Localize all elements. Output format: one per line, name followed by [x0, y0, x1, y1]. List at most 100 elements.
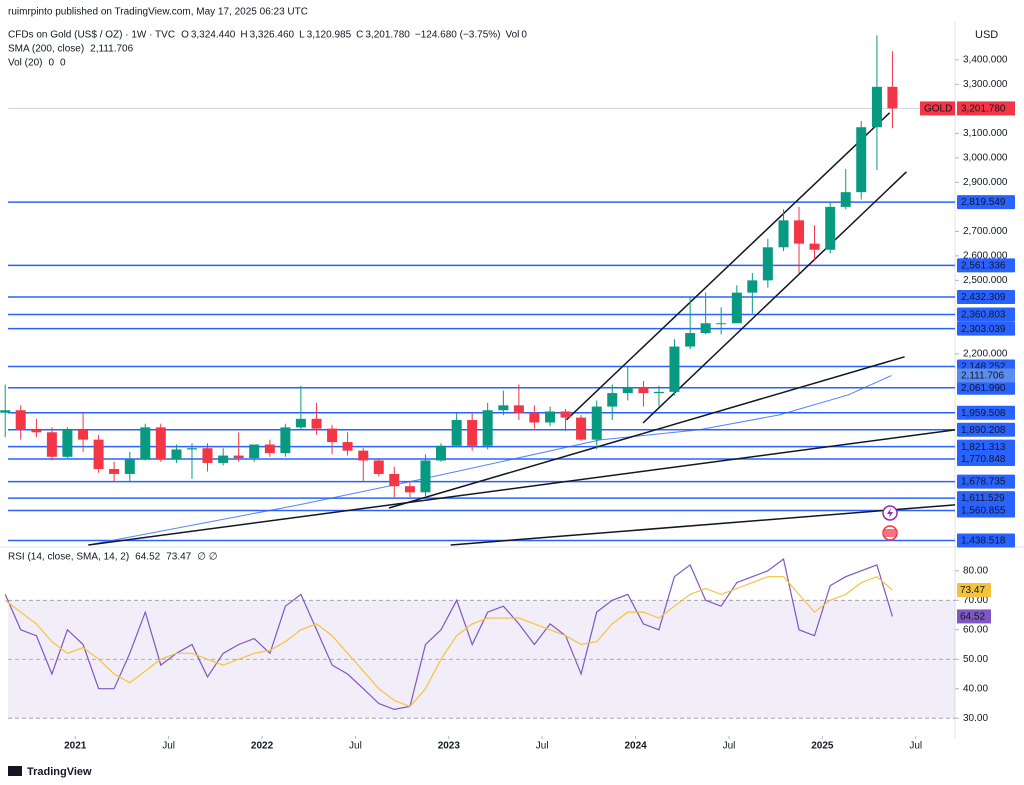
y-tick-label: 50.00	[963, 654, 988, 665]
y-tick-label: 2,600.000	[963, 251, 1008, 262]
level-label-box	[957, 439, 1015, 454]
x-tick-label: Jul	[723, 741, 736, 752]
ohlc-value: 3,326.460	[250, 30, 295, 41]
ohlc-label: L	[299, 30, 305, 41]
candle-body	[887, 86, 898, 109]
candle-body	[467, 420, 478, 446]
ohlc-label: H	[240, 30, 247, 41]
symbol: CFDs on Gold (US$ / OZ) · 1W · TVC	[8, 30, 175, 41]
vol-legend: Vol (20)	[8, 58, 42, 69]
level-label: 1,438.518	[961, 536, 1006, 547]
ohlc-label: C	[356, 30, 363, 41]
rsi-line	[4, 557, 893, 711]
level-label-box	[957, 452, 1015, 467]
last-price-label: 3,201.780	[961, 104, 1006, 115]
trend-line	[388, 356, 905, 509]
sma-line	[88, 375, 892, 546]
level-label: 1,560.855	[961, 506, 1006, 517]
candle-body	[825, 206, 836, 250]
y-tick-label: 60.00	[963, 624, 988, 635]
candle-body	[389, 473, 400, 487]
y-tick-label: 40.00	[963, 683, 988, 694]
vol-legend-value: 0	[48, 58, 54, 69]
candle-body	[716, 323, 727, 325]
event-icon-bolt	[887, 508, 893, 518]
trend-line	[642, 171, 907, 424]
candle-body	[435, 445, 446, 461]
candle-body	[529, 412, 540, 423]
level-label: 2,061.990	[961, 383, 1006, 394]
candle-body	[280, 427, 291, 454]
candle-body	[15, 410, 26, 430]
candle-body	[311, 418, 322, 429]
candle-body	[31, 429, 42, 433]
x-tick-label: Jul	[909, 741, 922, 752]
candle-body	[560, 411, 571, 418]
level-label-box	[957, 380, 1015, 395]
level-label: 1,611.529	[961, 493, 1005, 504]
candle-body	[653, 391, 664, 394]
sma-legend: SMA (200, close)	[8, 44, 84, 55]
candle-body	[576, 417, 587, 440]
level-label: 1,890.208	[961, 425, 1006, 436]
candle-body	[482, 410, 493, 446]
candle-body	[840, 192, 851, 207]
x-tick-label: 2023	[438, 741, 461, 752]
candle-body	[249, 444, 260, 459]
rsi-legend-value: 73.47	[166, 552, 191, 563]
x-tick-label: 2024	[624, 741, 647, 752]
level-label: 2,303.039	[961, 324, 1006, 335]
candle-body	[685, 333, 696, 347]
candle-body	[358, 450, 369, 461]
level-label-box	[957, 491, 1015, 506]
rsi-legend-value: 64.52	[135, 552, 160, 563]
candle-body	[856, 127, 867, 193]
candle-body	[794, 220, 805, 244]
level-label-box	[957, 533, 1015, 548]
level-label-box	[957, 503, 1015, 518]
candle-body	[762, 247, 773, 281]
candle-body	[420, 460, 431, 493]
ohlc-value: 3,201.780	[365, 30, 410, 41]
level-label: 1,770.848	[961, 454, 1006, 465]
level-label: 1,678.735	[961, 477, 1006, 488]
candle-body	[498, 405, 509, 411]
y-tick-label: 3,400.000	[963, 54, 1008, 65]
currency: USD	[975, 29, 998, 41]
level-label: 2,432.309	[961, 292, 1006, 303]
candle-body	[264, 444, 275, 454]
y-tick-label: 2,900.000	[963, 177, 1008, 188]
level-label-box	[957, 307, 1015, 322]
trend-line	[88, 429, 956, 546]
last-price-box	[957, 101, 1015, 116]
candle-body	[202, 448, 213, 463]
vol-legend-value: 0	[60, 58, 66, 69]
candle-body	[700, 323, 711, 334]
sma-legend-value: 2,111.706	[90, 44, 133, 55]
sma-label: 2,111.706	[961, 371, 1004, 382]
level-label: 2,561.336	[961, 260, 1006, 271]
rsi-value-label: 73.47	[960, 585, 985, 596]
sma-label-box	[957, 368, 1015, 383]
vol-value: 0	[521, 30, 527, 41]
level-label-box	[957, 405, 1015, 420]
trend-line	[450, 504, 956, 546]
candle-body	[638, 386, 649, 394]
candle-body	[186, 448, 197, 450]
last-price-name-box	[920, 101, 955, 116]
candle-body	[591, 406, 602, 440]
flag-fill	[884, 529, 896, 537]
candle-body	[871, 86, 882, 128]
rsi-value-box	[957, 609, 991, 624]
candle-body	[155, 427, 166, 460]
published: ruimrpinto published on TradingView.com,…	[8, 7, 308, 18]
price-pane: 3,400.000 3,300.000 3,100.000 3,000.000 2,90…	[0, 35, 1015, 752]
x-tick-label: 2025	[811, 741, 834, 752]
rsi-pane: 30.00 40.00 50.00 60.00 70.00 80.00 64.52 73.47	[4, 557, 991, 724]
candle-body	[62, 429, 73, 457]
level-label: 2,819.549	[961, 197, 1006, 208]
candle-body	[218, 455, 229, 463]
candle-body	[342, 442, 353, 451]
level-label-box	[957, 195, 1015, 210]
rsi-line	[4, 576, 893, 708]
